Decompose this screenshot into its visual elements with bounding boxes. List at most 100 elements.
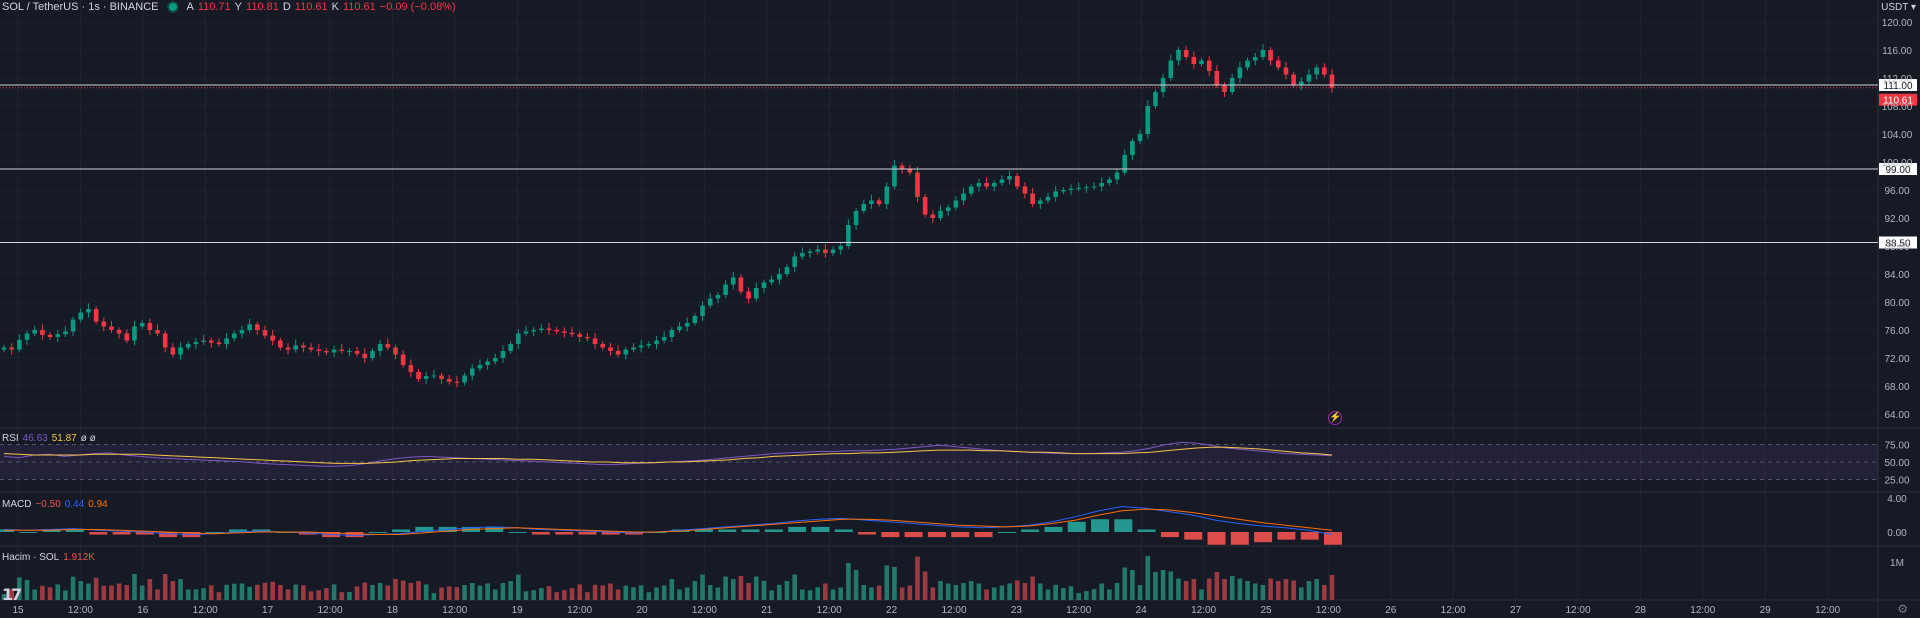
macd-histogram-bar (694, 529, 713, 532)
candle-body (477, 365, 483, 369)
volume-bar (347, 592, 352, 600)
time-tick-label: 26 (1385, 605, 1397, 616)
price-tick-label: 96.00 (1884, 186, 1909, 197)
candle-body (500, 351, 506, 358)
volume-bar (523, 591, 529, 600)
candle-body (623, 349, 629, 355)
volume-bar (132, 574, 137, 600)
tradingview-logo-icon[interactable]: 17 (2, 585, 22, 604)
volume-bar (815, 587, 820, 600)
volume-bar (800, 589, 805, 600)
macd-histogram-bar (881, 532, 900, 538)
macd-histogram-bar (368, 532, 387, 533)
hline-tag-text: 111.00 (1883, 81, 1913, 92)
hline-tag-box (1879, 163, 1917, 175)
volume-bar (1022, 583, 1028, 600)
volume-bar (70, 576, 76, 600)
settings-gear-icon[interactable]: ⚙ (1897, 602, 1908, 616)
volume-bar (101, 585, 107, 600)
macd-histogram-bar (718, 529, 737, 532)
candle-body (132, 326, 137, 341)
candle-body (707, 298, 713, 306)
volume-bar (784, 581, 790, 600)
macd-histogram-bar (974, 532, 993, 538)
candle-body (723, 284, 728, 295)
candle-body (777, 274, 782, 280)
candle-body (700, 305, 705, 316)
volume-legend[interactable]: Hacim · SOL 1.912K (2, 552, 95, 564)
volume-bar (654, 587, 659, 600)
volume-bar (838, 587, 844, 600)
time-tick-label: 12:00 (567, 605, 592, 616)
candle-body (539, 328, 544, 330)
volume-bar (669, 579, 675, 600)
candle-body (124, 333, 130, 341)
candle-body (1275, 60, 1281, 68)
candle-body (400, 354, 406, 365)
volume-bar (631, 587, 636, 600)
volume-bar (239, 583, 245, 600)
volume-bar (1030, 576, 1035, 600)
candle-body (984, 183, 989, 187)
candle-body (362, 353, 368, 358)
candle-body (1137, 134, 1143, 141)
macd-histogram-bar (1114, 519, 1133, 532)
volume-bar (830, 589, 836, 600)
candle-body (393, 347, 398, 355)
macd-tick-label: 0.00 (1887, 528, 1907, 539)
candle-body (208, 340, 214, 343)
candle-body (193, 341, 199, 344)
candle-body (1053, 191, 1058, 197)
rsi-legend[interactable]: RSI 46.63 51.87 ø ø (2, 433, 96, 445)
time-tick-label: 29 (1760, 605, 1772, 616)
candle-body (1214, 71, 1220, 85)
candle-body (600, 344, 606, 348)
flash-icon[interactable]: ⚡ (1328, 411, 1342, 425)
price-tick-label: 88.00 (1884, 242, 1909, 253)
volume-bar (1329, 574, 1335, 600)
time-tick-label: 12:00 (442, 605, 467, 616)
volume-bar (1007, 583, 1012, 600)
candle-body (377, 344, 383, 351)
volume-bar (991, 587, 997, 600)
macd-hist-value: −0.50 (35, 499, 61, 510)
volume-bar (216, 592, 222, 600)
candle-body (262, 330, 268, 336)
volume-bar (1061, 588, 1066, 600)
volume-bar (55, 584, 61, 600)
volume-bar (324, 588, 329, 600)
currency-selector[interactable]: USDT ▾ (1881, 2, 1916, 13)
candle-body (846, 225, 851, 246)
macd-legend[interactable]: MACD −0.50 0.44 0.94 (2, 499, 108, 511)
candle-body (715, 295, 721, 299)
symbol-title[interactable]: SOL / TetherUS · 1s · BINANCE (2, 1, 159, 13)
time-tick-label: 12:00 (817, 605, 842, 616)
volume-bar (93, 577, 99, 600)
time-tick-label: 20 (636, 605, 648, 616)
volume-bar (370, 585, 375, 600)
volume-bar (922, 571, 928, 600)
candle-body (907, 169, 913, 173)
candle-body (40, 330, 45, 335)
candle-body (278, 340, 283, 348)
candle-body (976, 183, 982, 187)
candle-body (968, 186, 974, 194)
candle-body (301, 345, 306, 348)
candle-body (562, 331, 567, 333)
volume-bar (1314, 579, 1319, 600)
macd-histogram-bar (1277, 532, 1296, 540)
candle-body (370, 351, 375, 358)
candle-body (101, 321, 107, 327)
volume-bar (984, 589, 989, 600)
macd-histogram-bar (345, 532, 364, 538)
volume-bar (600, 585, 606, 600)
volume-bar (1229, 576, 1235, 600)
candle-body (999, 179, 1005, 183)
volume-bar (892, 567, 897, 600)
candle-body (423, 376, 429, 379)
macd-histogram-bar (1021, 529, 1040, 532)
candle-body (1183, 50, 1189, 57)
volume-bar (777, 584, 782, 600)
macd-histogram-bar (927, 532, 946, 538)
